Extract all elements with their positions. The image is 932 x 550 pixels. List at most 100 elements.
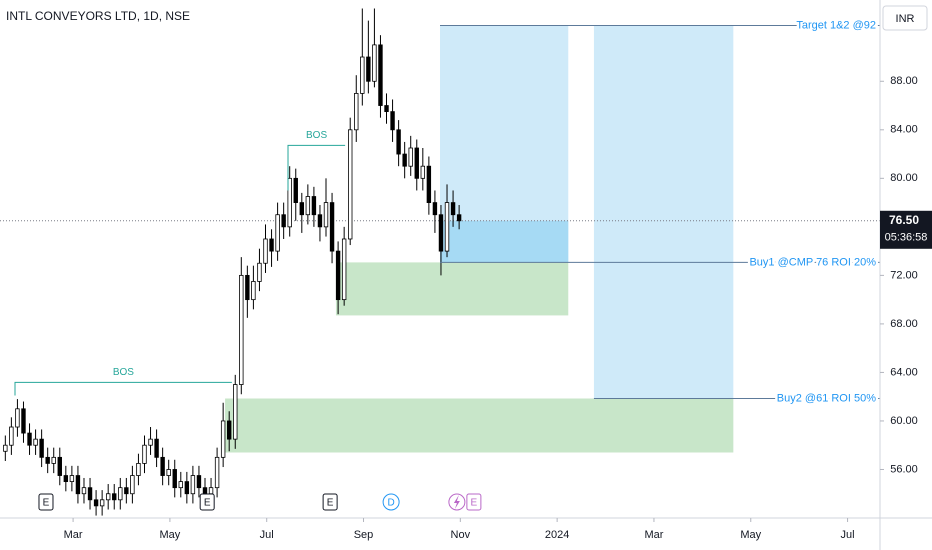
candle-body bbox=[444, 202, 450, 252]
candle-body bbox=[112, 493, 117, 501]
candle-body bbox=[214, 456, 220, 489]
currency[interactable]: INR bbox=[896, 13, 915, 25]
candle-body bbox=[293, 177, 298, 203]
candle-body bbox=[299, 202, 305, 216]
candle-body bbox=[257, 262, 262, 282]
candle-body bbox=[408, 147, 413, 167]
event-label: E bbox=[471, 498, 478, 509]
y-tick-label: 88.00 bbox=[890, 75, 918, 87]
flash-bolt bbox=[453, 495, 460, 509]
candle-body bbox=[432, 202, 438, 216]
x-tick-label: Mar bbox=[64, 529, 83, 541]
candle-body bbox=[341, 238, 347, 301]
candle-body bbox=[335, 250, 341, 301]
candle-body bbox=[154, 438, 159, 458]
candle-body bbox=[384, 105, 389, 113]
level-label: Target 1&2 @92 bbox=[796, 19, 876, 31]
candle-body bbox=[311, 196, 317, 216]
candle-body bbox=[202, 487, 208, 495]
event-label: E bbox=[43, 498, 50, 509]
bos-label: BOS bbox=[306, 130, 327, 141]
zone bbox=[440, 220, 569, 263]
event-label: E bbox=[327, 498, 334, 509]
candle-body bbox=[414, 147, 419, 179]
level-label: Buy1 @CMP 76 ROI 20% bbox=[749, 256, 876, 268]
x-tick-label: Mar bbox=[644, 529, 663, 541]
zone bbox=[225, 398, 734, 453]
candle-body bbox=[390, 111, 395, 131]
event-label: D bbox=[387, 498, 394, 509]
candle-body bbox=[105, 493, 111, 501]
candle-body bbox=[148, 438, 153, 446]
candle-body bbox=[366, 56, 371, 82]
event-marker bbox=[38, 493, 54, 511]
candle-body bbox=[360, 56, 365, 94]
candle-body bbox=[329, 202, 335, 252]
bos-label: BOS bbox=[113, 367, 134, 378]
candle-body bbox=[263, 238, 268, 264]
candle-body bbox=[63, 475, 69, 483]
candle-body bbox=[15, 408, 20, 428]
candle-body bbox=[184, 481, 190, 495]
x-tick-label: May bbox=[740, 529, 761, 541]
candle-body bbox=[226, 420, 232, 440]
event-label: E bbox=[204, 498, 211, 509]
candle-body bbox=[142, 444, 147, 464]
candle-body bbox=[372, 44, 377, 82]
candle-body bbox=[33, 438, 38, 446]
candle-body bbox=[57, 456, 62, 476]
candle-body bbox=[426, 165, 432, 203]
candle-body bbox=[233, 384, 238, 440]
candle-body bbox=[75, 475, 81, 495]
candle-body bbox=[118, 487, 123, 501]
candle-body bbox=[3, 444, 8, 452]
currency-box[interactable] bbox=[882, 5, 928, 31]
candle-body bbox=[305, 196, 311, 216]
candle-body bbox=[172, 469, 177, 489]
y-tick-label: 60.00 bbox=[890, 415, 918, 427]
x-tick-label: Jul bbox=[260, 529, 274, 541]
candle-body bbox=[178, 481, 183, 489]
bos-line bbox=[287, 144, 346, 191]
candle-body bbox=[160, 456, 165, 476]
candle-body bbox=[27, 432, 32, 446]
zone bbox=[335, 262, 569, 316]
candle-body bbox=[269, 238, 274, 252]
candle-body bbox=[51, 456, 56, 464]
candle-body bbox=[402, 153, 407, 167]
candle-body bbox=[9, 426, 14, 446]
y-tick-label: 56.00 bbox=[890, 463, 918, 475]
candle-body bbox=[396, 129, 401, 155]
candle-body bbox=[438, 214, 444, 252]
candle-body bbox=[450, 202, 456, 216]
candle-body bbox=[323, 202, 329, 228]
last-price-box bbox=[880, 210, 932, 249]
candle-body bbox=[220, 420, 226, 458]
plot: Target 1&2 @92 Buy1 @CMP 76 ROI 20% Buy2 @… bbox=[0, 8, 880, 516]
candle-body bbox=[420, 165, 426, 179]
x-tick-label: Jul bbox=[841, 529, 855, 541]
x-tick-label: Nov bbox=[451, 529, 471, 541]
candle-body bbox=[354, 93, 359, 131]
candle-body bbox=[190, 475, 196, 495]
candle-body bbox=[81, 487, 87, 495]
x-tick-label: 2024 bbox=[545, 529, 569, 541]
candle-body bbox=[208, 487, 214, 495]
candle-body bbox=[45, 456, 50, 464]
bos-line bbox=[14, 381, 232, 396]
candle-body bbox=[69, 475, 75, 483]
candle-body bbox=[99, 499, 105, 507]
event-marker bbox=[322, 493, 338, 511]
y-tick-label: 72.00 bbox=[890, 269, 918, 281]
candle-body bbox=[130, 475, 135, 495]
candle-body bbox=[251, 281, 256, 301]
candle-body bbox=[275, 214, 280, 252]
x-tick-label: Sep bbox=[354, 529, 374, 541]
candle-body bbox=[196, 475, 202, 489]
candle-body bbox=[348, 129, 353, 240]
y-tick-label: 84.00 bbox=[890, 124, 918, 136]
level-label: Buy2 @61 ROI 50% bbox=[777, 392, 876, 404]
candle-body bbox=[287, 177, 292, 228]
candle-body bbox=[39, 438, 44, 458]
chart-title: INTL CONVEYORS LTD, 1D, NSE bbox=[6, 9, 190, 23]
